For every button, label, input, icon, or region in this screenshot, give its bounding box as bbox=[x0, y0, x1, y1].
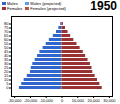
svg-text:75: 75 bbox=[4, 25, 9, 31]
svg-text:-20,000: -20,000 bbox=[24, 98, 38, 103]
svg-text:20,000: 20,000 bbox=[87, 98, 100, 103]
svg-text:35: 35 bbox=[4, 57, 9, 63]
svg-text:30: 30 bbox=[4, 61, 9, 67]
svg-text:-10,000: -10,000 bbox=[39, 98, 53, 103]
svg-text:70: 70 bbox=[4, 29, 9, 35]
html-text:Females (projected): Females (projected) bbox=[30, 6, 66, 11]
svg-text:60: 60 bbox=[4, 37, 9, 43]
svg-text:15: 15 bbox=[4, 73, 9, 79]
svg-text:20: 20 bbox=[4, 69, 9, 75]
svg-text:45: 45 bbox=[4, 49, 9, 55]
svg-text:-30,000: -30,000 bbox=[8, 98, 22, 103]
html-text:1950: 1950 bbox=[90, 0, 117, 13]
svg-text:5: 5 bbox=[6, 81, 9, 87]
svg-text:10,000: 10,000 bbox=[72, 98, 85, 103]
svg-text:0: 0 bbox=[6, 85, 9, 90]
svg-text:10: 10 bbox=[4, 77, 9, 83]
svg-text:40: 40 bbox=[4, 53, 9, 59]
svg-text:80: 80 bbox=[4, 21, 9, 27]
svg-text:65: 65 bbox=[4, 33, 9, 39]
html-text:Females: Females bbox=[7, 6, 23, 11]
html-text:Males: Males bbox=[7, 1, 18, 6]
svg-text:30,000: 30,000 bbox=[103, 98, 116, 103]
svg-text:50: 50 bbox=[4, 45, 9, 51]
svg-text:25: 25 bbox=[4, 65, 9, 71]
svg-text:55: 55 bbox=[4, 41, 9, 47]
svg-text:0: 0 bbox=[61, 98, 64, 103]
html-text:Males (projected): Males (projected) bbox=[30, 1, 62, 6]
